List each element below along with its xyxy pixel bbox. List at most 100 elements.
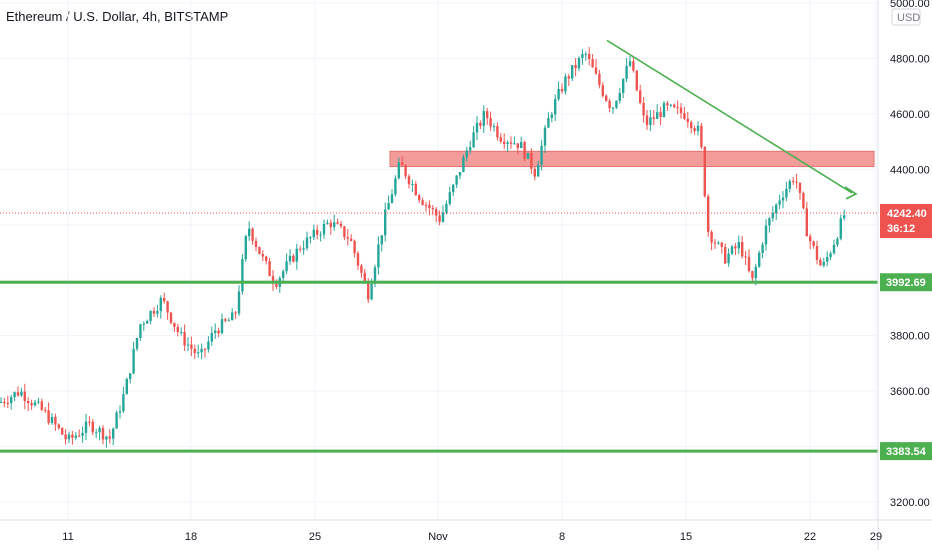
candle-body xyxy=(622,78,625,93)
chart-title: Ethereum / U.S. Dollar, 4h, BITSTAMP xyxy=(6,9,229,24)
candle-body xyxy=(16,392,20,396)
candle-body xyxy=(129,373,132,380)
candle-body xyxy=(183,331,186,346)
candle-body xyxy=(431,207,434,210)
currency-badge xyxy=(891,8,921,26)
candle-body xyxy=(271,276,275,284)
candle-body xyxy=(282,271,285,279)
candle-body xyxy=(95,432,98,434)
candle-body xyxy=(822,261,825,266)
candle-body xyxy=(350,238,353,241)
candle-body xyxy=(836,238,839,245)
candle-body xyxy=(380,235,383,245)
candle-body xyxy=(20,391,23,396)
candle-body xyxy=(710,231,713,243)
candle-body xyxy=(486,111,489,119)
candle-body xyxy=(686,118,689,123)
level-tag-support-upper xyxy=(880,273,932,292)
time-tick-label: 15 xyxy=(680,531,692,543)
candle-body xyxy=(727,253,730,264)
candle-body xyxy=(815,245,819,260)
candle-body xyxy=(214,330,217,333)
candle-body xyxy=(258,246,261,254)
candle-body xyxy=(543,127,547,146)
candle-body xyxy=(751,271,754,279)
candle-body xyxy=(135,337,139,349)
candle-body xyxy=(737,242,740,249)
candle-body xyxy=(775,204,778,213)
candle-body xyxy=(299,248,302,250)
candle-body xyxy=(227,320,230,322)
candle-body xyxy=(489,118,492,127)
candle-body xyxy=(190,344,193,349)
candle-body xyxy=(812,241,815,246)
candle-body xyxy=(139,324,142,338)
candle-body xyxy=(142,323,145,325)
last-price-tag xyxy=(880,204,932,239)
candle-body xyxy=(730,246,734,254)
price-tick-label: 4600.00 xyxy=(890,109,930,121)
candle-body xyxy=(741,242,744,257)
candle-body xyxy=(33,402,37,406)
candle-body xyxy=(615,100,618,108)
time-tick-label: 25 xyxy=(309,531,321,543)
candle-body xyxy=(639,90,642,103)
candle-body xyxy=(588,53,591,60)
candle-body xyxy=(601,85,604,96)
candle-body xyxy=(322,223,326,235)
candle-body xyxy=(333,222,336,228)
candle-body xyxy=(642,102,645,116)
candle-body xyxy=(826,257,829,262)
candle-body xyxy=(795,181,798,183)
candle-body xyxy=(193,348,196,354)
candle-body xyxy=(428,204,431,208)
candle-body xyxy=(625,65,628,79)
candle-body xyxy=(659,112,662,118)
trendline xyxy=(606,39,858,200)
candle-body xyxy=(71,434,74,438)
candle-body xyxy=(200,348,203,353)
candle-body xyxy=(10,397,13,404)
candle-body xyxy=(758,252,761,267)
candle-body xyxy=(84,421,88,433)
candle-body xyxy=(373,267,377,284)
price-axis[interactable]: 5000.00 4800.00 4600.00 4400.00 3800.00 3600.… xyxy=(877,0,932,550)
candle-body xyxy=(3,401,6,403)
candle-body xyxy=(506,142,509,145)
candle-body xyxy=(700,125,703,147)
price-tick-label: 3200.00 xyxy=(890,497,930,509)
candle-body xyxy=(577,57,581,69)
candle-body xyxy=(829,253,832,258)
candle-body xyxy=(237,291,241,314)
price-tick-label: 3600.00 xyxy=(890,386,930,398)
candle-body xyxy=(778,200,781,205)
time-tick-label: 18 xyxy=(185,531,197,543)
candle-body xyxy=(720,242,723,247)
candle-body xyxy=(649,117,652,126)
candle-body xyxy=(761,244,764,253)
time-axis[interactable]: 11 18 25 Nov 8 15 22 29 xyxy=(0,519,932,543)
candle-body xyxy=(809,236,812,242)
candle-body xyxy=(516,143,519,149)
candle-body xyxy=(513,143,516,145)
candle-body xyxy=(608,100,611,109)
candle-body xyxy=(445,203,448,213)
candle-body xyxy=(717,242,720,244)
candle-body xyxy=(173,322,176,327)
candle-body xyxy=(353,240,356,254)
candle-body xyxy=(734,246,737,249)
candle-body xyxy=(88,421,91,423)
time-tick-label: 11 xyxy=(62,531,73,543)
candle-body xyxy=(713,242,717,244)
candle-body xyxy=(819,259,822,266)
candle-body xyxy=(724,246,727,264)
candle-body xyxy=(57,424,60,429)
candle-body xyxy=(302,248,305,250)
candle-body xyxy=(224,319,227,321)
candle-body xyxy=(669,104,672,106)
candle-body xyxy=(132,348,135,374)
last-price-label: 4242.40 xyxy=(887,208,927,220)
candles xyxy=(0,46,846,448)
candle-body xyxy=(591,59,594,68)
